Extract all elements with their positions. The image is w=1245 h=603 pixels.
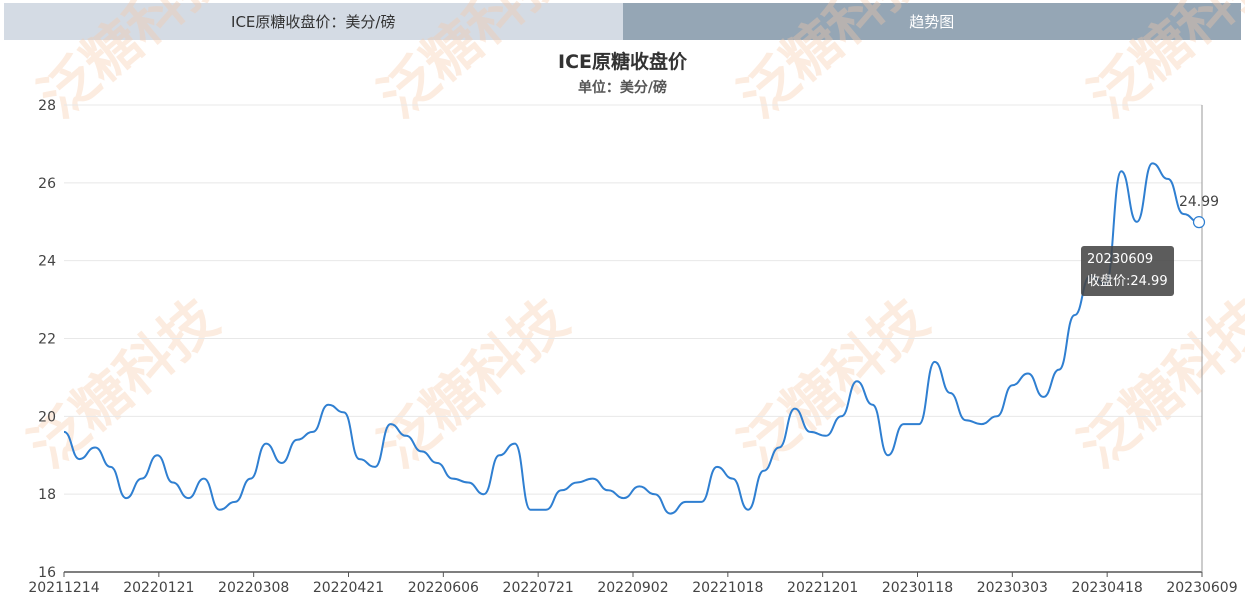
x-axis: 20211214 20220121 20220308 20220421 20220606… [28,105,1238,596]
watermark-text: 泛糖科技 [727,0,940,131]
series-layer: 24.99 [63,162,1219,515]
last-value-label: 24.99 [1179,194,1219,210]
watermark-text: 泛糖科技 [727,287,940,481]
tooltip-date: 20230609 [1087,252,1154,267]
watermark-text: 泛糖科技 [367,0,580,131]
x-tick-label: 20221201 [787,580,858,596]
x-tick-label: 20230303 [977,580,1048,596]
y-tick-label: 26 [38,176,56,192]
tab-trend-chart[interactable]: 趋势图 [622,3,1241,40]
x-tick-label: 20230118 [882,580,953,596]
tooltip: 20230609 收盘价:24.99 [1081,246,1174,296]
x-tick-label: 20220721 [503,580,574,596]
watermark-text: 泛糖科技 [17,287,230,481]
watermark-text: 泛糖科技 [27,0,240,131]
y-tick-label: 28 [38,98,56,114]
x-tick-label: 20230609 [1166,580,1237,596]
chart-subtitle: 单位：美分/磅 [577,80,668,96]
tab-bar: ICE原糖收盘价：美分/磅 趋势图 [4,3,1241,40]
y-tick-label: 24 [38,254,56,270]
watermark-text: 泛糖科技 [367,287,580,481]
y-tick-label: 18 [38,487,56,503]
tooltip-value: 收盘价:24.99 [1087,274,1168,289]
x-tick-label: 20220902 [597,580,668,596]
tab-price-unit[interactable]: ICE原糖收盘价：美分/磅 [4,3,623,40]
watermark-text: 泛糖科技 [1067,287,1245,481]
y-tick-label: 20 [38,409,56,425]
y-axis: 16 18 20 22 24 26 28 [38,98,56,581]
x-tick-label: 20220308 [218,580,289,596]
x-tick-label: 20211214 [28,580,99,596]
y-tick-label: 16 [38,565,56,581]
chart-title: ICE原糖收盘价 [558,51,687,73]
series-line [63,162,1200,515]
x-tick-label: 20220606 [408,580,479,596]
x-tick-label: 20220121 [123,580,194,596]
watermark-text: 泛糖科技 [1077,0,1245,131]
last-point-marker[interactable] [1192,216,1206,229]
y-tick-label: 22 [38,332,56,348]
x-tick-label: 20221018 [692,580,763,596]
x-tick-label: 20230418 [1072,580,1143,596]
x-tick-label: 20220421 [313,580,384,596]
